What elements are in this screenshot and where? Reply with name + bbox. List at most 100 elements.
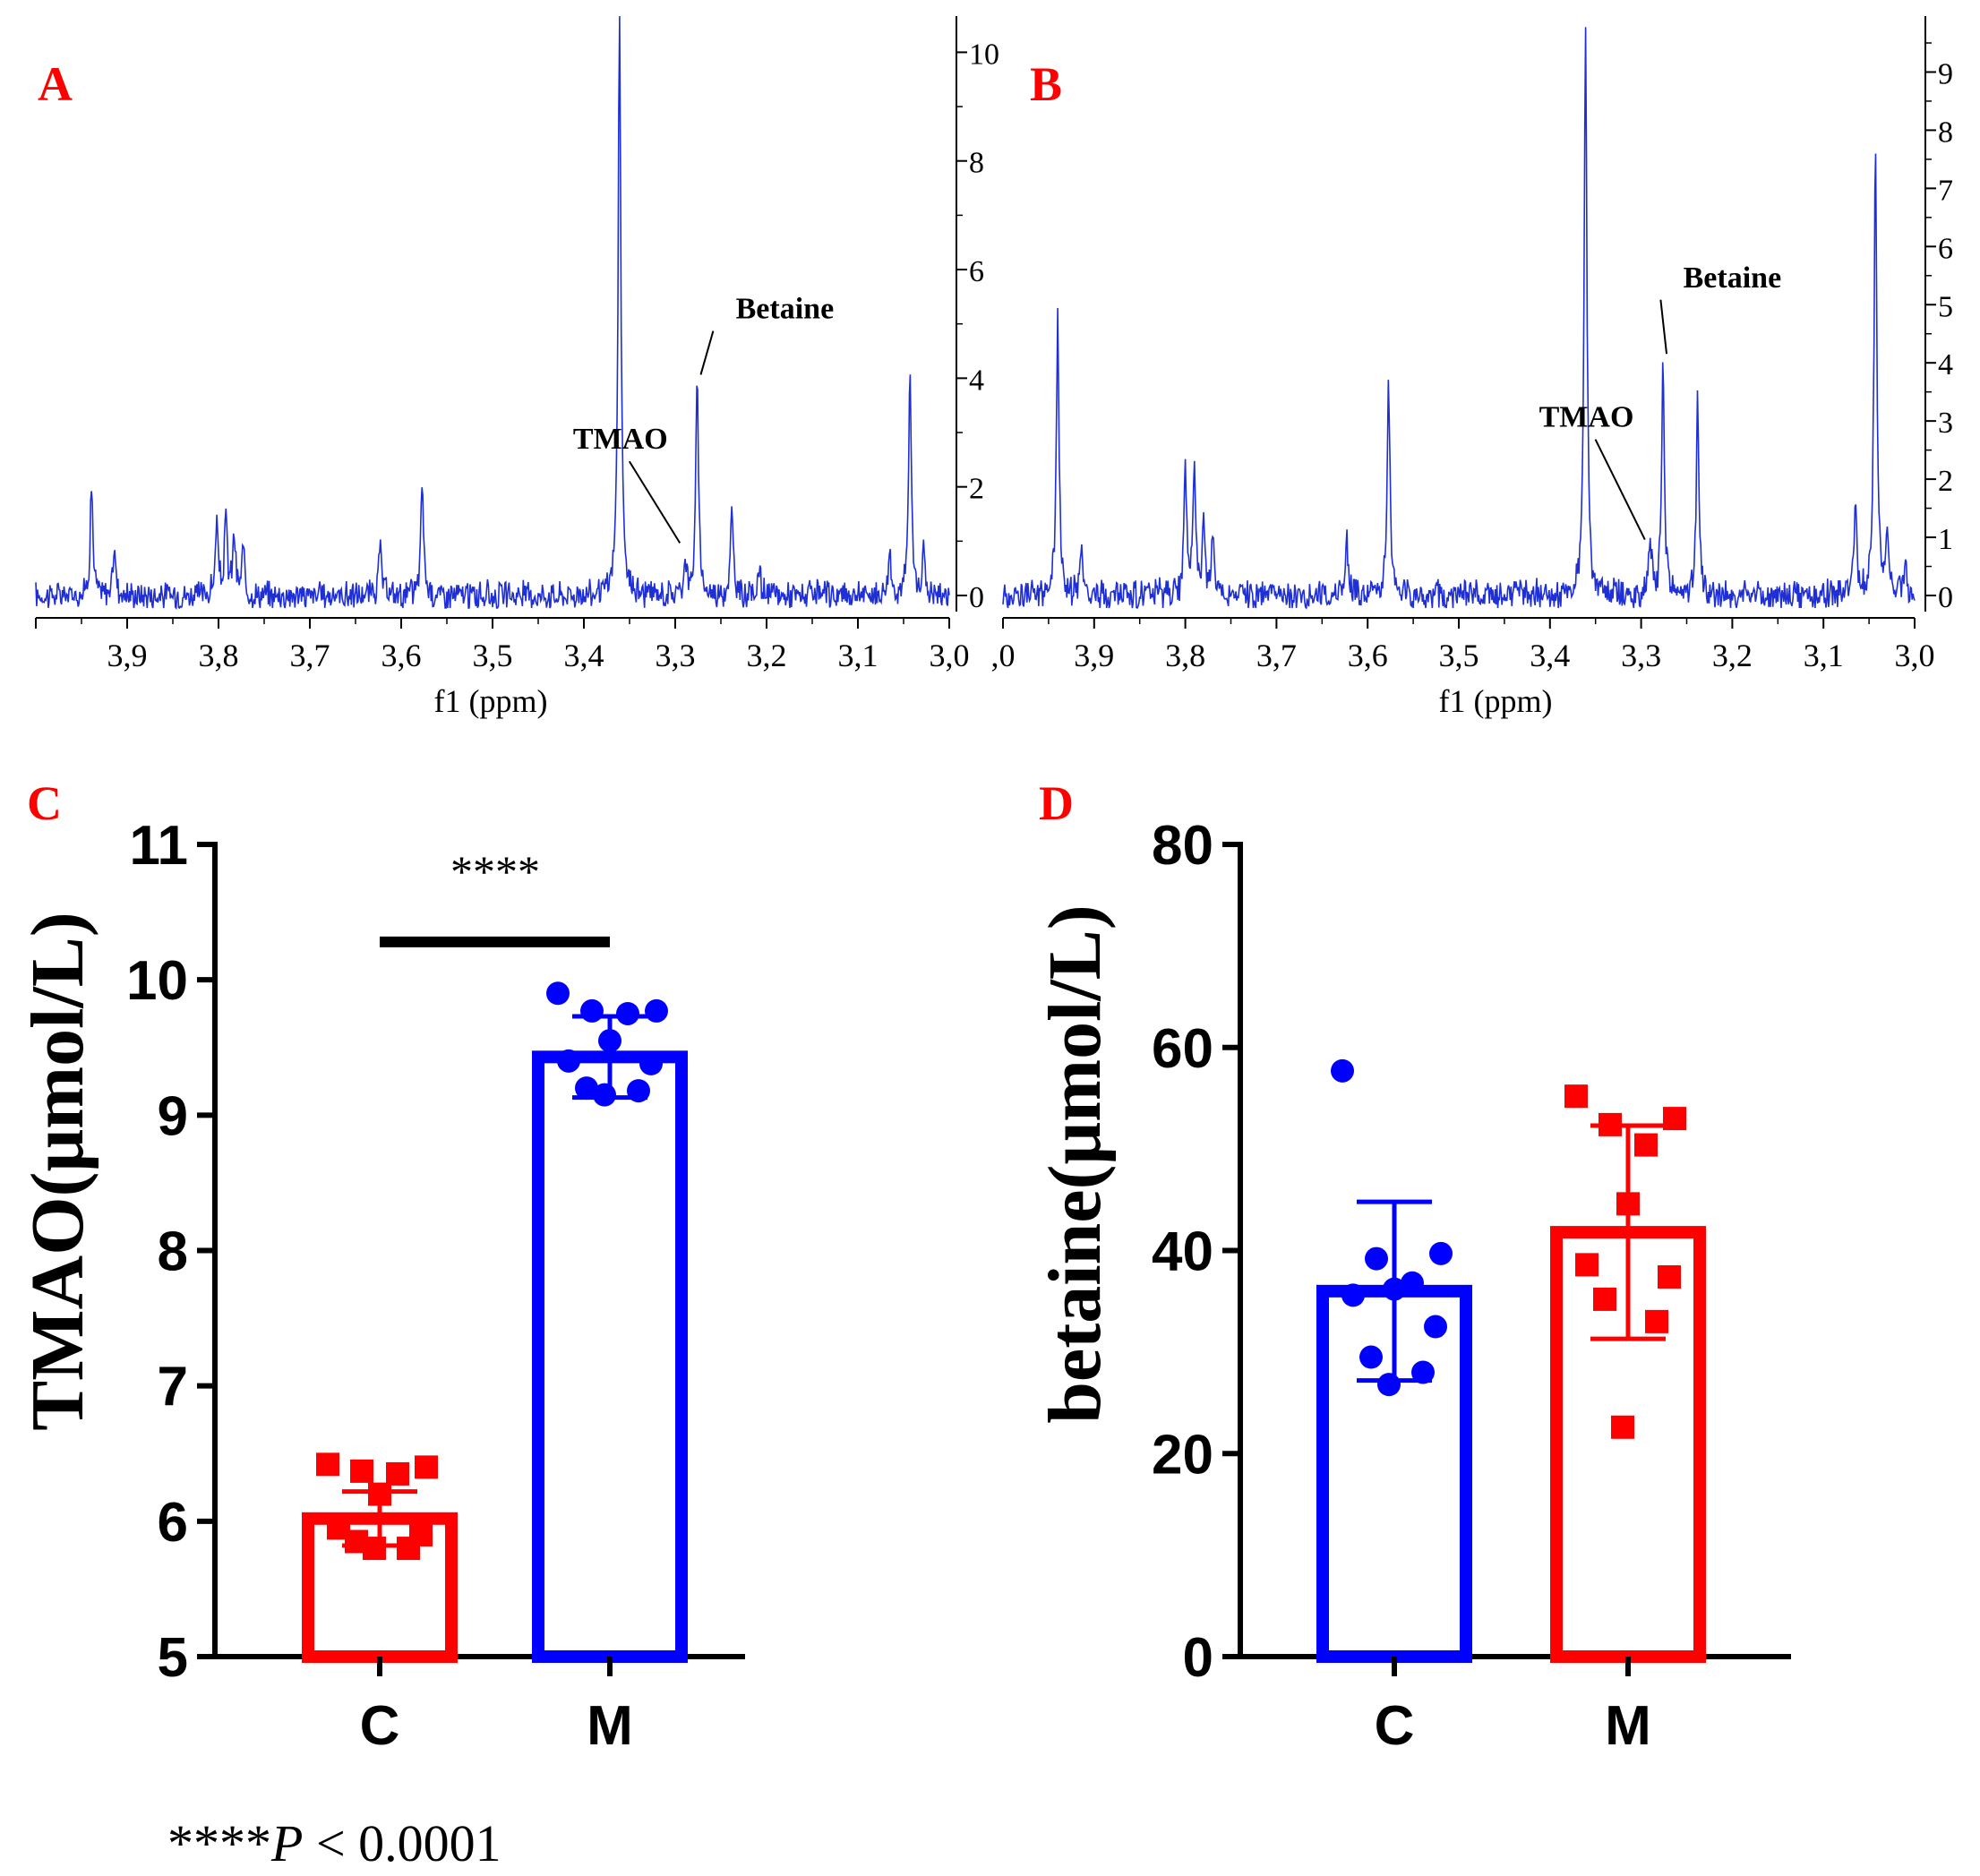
y-tick-label: 0 — [1183, 1627, 1213, 1689]
y-tick-label: 80 — [1152, 815, 1213, 877]
data-point — [1616, 1192, 1640, 1216]
data-point — [1331, 1058, 1354, 1083]
intensity-tick-label: 0 — [1938, 581, 1953, 614]
ppm-tick-label: 3,8 — [1165, 638, 1205, 673]
ppm-tick-label: 3,7 — [290, 638, 330, 673]
spectrum-b-trace — [1002, 27, 1916, 610]
intensity-tick-label: 0 — [969, 581, 984, 614]
y-tick-label: 8 — [158, 1221, 188, 1283]
intensity-tick-label: 3 — [1938, 407, 1953, 440]
intensity-tick-label: 2 — [969, 473, 984, 506]
data-point — [627, 1079, 650, 1103]
intensity-tick-label: 5 — [1938, 290, 1953, 323]
x-tick-label: C — [1375, 1695, 1415, 1757]
intensity-tick-label: 8 — [1938, 116, 1953, 149]
ppm-tick-label: 3,3 — [656, 638, 696, 673]
y-tick-label: 10 — [126, 950, 188, 1012]
tmao-ylabel: TMAO(μmol/L) — [16, 912, 99, 1431]
data-point — [1658, 1264, 1681, 1289]
spectrum-a-trace — [35, 15, 950, 611]
annotation-leader — [1594, 439, 1646, 540]
data-point — [580, 998, 604, 1023]
data-point — [557, 1049, 580, 1073]
ppm-tick-label: 3,5 — [473, 638, 513, 673]
data-point — [350, 1459, 373, 1483]
panel-d-label: D — [1039, 776, 1074, 830]
data-point — [368, 1482, 391, 1506]
data-point — [639, 1051, 663, 1075]
significance-stars: **** — [450, 846, 540, 896]
data-point — [616, 1001, 639, 1025]
annotation-leader — [628, 460, 681, 544]
annotation-label: Betaine — [736, 293, 835, 326]
panel-b: B 0 1 2 3 4 5 6 7 8 9 ,0 3,9 3,8 3,7 3,6 3,5 3,4 3,3 3,2 3,… — [991, 16, 1953, 719]
y-tick-label: 60 — [1152, 1018, 1213, 1080]
tmao-bar-chart: 5 6 7 8 9 10 11 C M — [126, 815, 745, 1757]
annotation-label: TMAO — [573, 423, 668, 456]
intensity-tick-label: 6 — [1938, 232, 1953, 265]
data-point — [363, 1537, 386, 1561]
panel-c-label: C — [27, 776, 62, 830]
data-point — [1575, 1253, 1599, 1277]
panel-c: C TMAO(μmol/L) 5 6 7 8 9 10 11 C M **** — [16, 776, 745, 1757]
intensity-tick-label: 10 — [969, 38, 999, 71]
intensity-tick-label: 2 — [1938, 465, 1953, 498]
x-tick-label: M — [1605, 1695, 1651, 1757]
ppm-tick-label: 3,2 — [1712, 638, 1753, 673]
data-point — [598, 1029, 621, 1053]
data-point — [575, 1076, 598, 1101]
panel-b-label: B — [1030, 57, 1062, 111]
intensity-tick-label: 6 — [969, 255, 984, 288]
spectrum-b-annotations: TMAO Betaine — [1539, 261, 1782, 540]
panel-d: D betaine(μmol/L) 0 20 40 60 80 C M — [1033, 776, 1791, 1757]
y-tick-label: 40 — [1152, 1221, 1213, 1283]
data-point — [316, 1452, 339, 1477]
annotation-label: Betaine — [1684, 261, 1782, 295]
intensity-tick-label: 4 — [969, 364, 984, 397]
data-point — [1424, 1315, 1447, 1339]
data-point — [1401, 1271, 1424, 1295]
data-point — [1564, 1084, 1588, 1109]
ppm-tick-label: 3,6 — [381, 638, 422, 673]
x-tick-label: M — [587, 1695, 633, 1757]
spectrum-b-xlabel: f1 (ppm) — [1439, 683, 1553, 719]
annotation-leader — [699, 330, 715, 375]
spectrum-b-axes: 0 1 2 3 4 5 6 7 8 9 ,0 3,9 3,8 3,7 3,6 3,5 3,4 3,3 3,2 3,1 3… — [991, 16, 1953, 673]
spectrum-a-annotations: TMAO Betaine — [573, 293, 834, 544]
intensity-tick-label: 9 — [1938, 57, 1953, 90]
y-tick-label: 11 — [129, 815, 188, 877]
y-tick-label: 7 — [158, 1357, 188, 1418]
data-point — [1341, 1283, 1365, 1307]
data-point — [1383, 1277, 1406, 1301]
intensity-tick-label: 7 — [1938, 174, 1953, 207]
ppm-tick-label: 3,9 — [107, 638, 148, 673]
p-value-footnote: ****P < 0.0001 — [167, 1814, 501, 1872]
betaine-bar-chart: 0 20 40 60 80 C M — [1152, 815, 1791, 1757]
ppm-tick-label: 3,0 — [930, 638, 970, 673]
data-point — [1377, 1373, 1401, 1397]
data-point — [1645, 1309, 1668, 1333]
ppm-tick-label: 3,2 — [747, 638, 787, 673]
data-point — [415, 1455, 438, 1479]
ppm-tick-label: ,0 — [991, 638, 1016, 673]
footnote-stars: **** — [167, 1814, 271, 1872]
ppm-tick-label: 3,0 — [1895, 638, 1935, 673]
betaine-ylabel: betaine(μmol/L) — [1033, 904, 1117, 1424]
data-point — [1593, 1287, 1616, 1311]
data-point — [1634, 1133, 1658, 1157]
x-tick-label: C — [360, 1695, 400, 1757]
ppm-tick-label: 3,4 — [1530, 638, 1570, 673]
ppm-tick-label: 3,1 — [838, 638, 879, 673]
ppm-tick-label: 3,4 — [564, 638, 604, 673]
panel-a-label: A — [38, 57, 73, 111]
y-tick-label: 20 — [1152, 1424, 1213, 1486]
annotation-leader — [1659, 299, 1668, 355]
y-tick-label: 6 — [158, 1492, 188, 1554]
data-point — [1365, 1246, 1388, 1271]
data-point — [593, 1083, 616, 1107]
data-point — [397, 1537, 420, 1561]
ppm-tick-label: 3,7 — [1256, 638, 1297, 673]
ppm-tick-label: 3,6 — [1348, 638, 1388, 673]
data-point — [1599, 1112, 1622, 1136]
